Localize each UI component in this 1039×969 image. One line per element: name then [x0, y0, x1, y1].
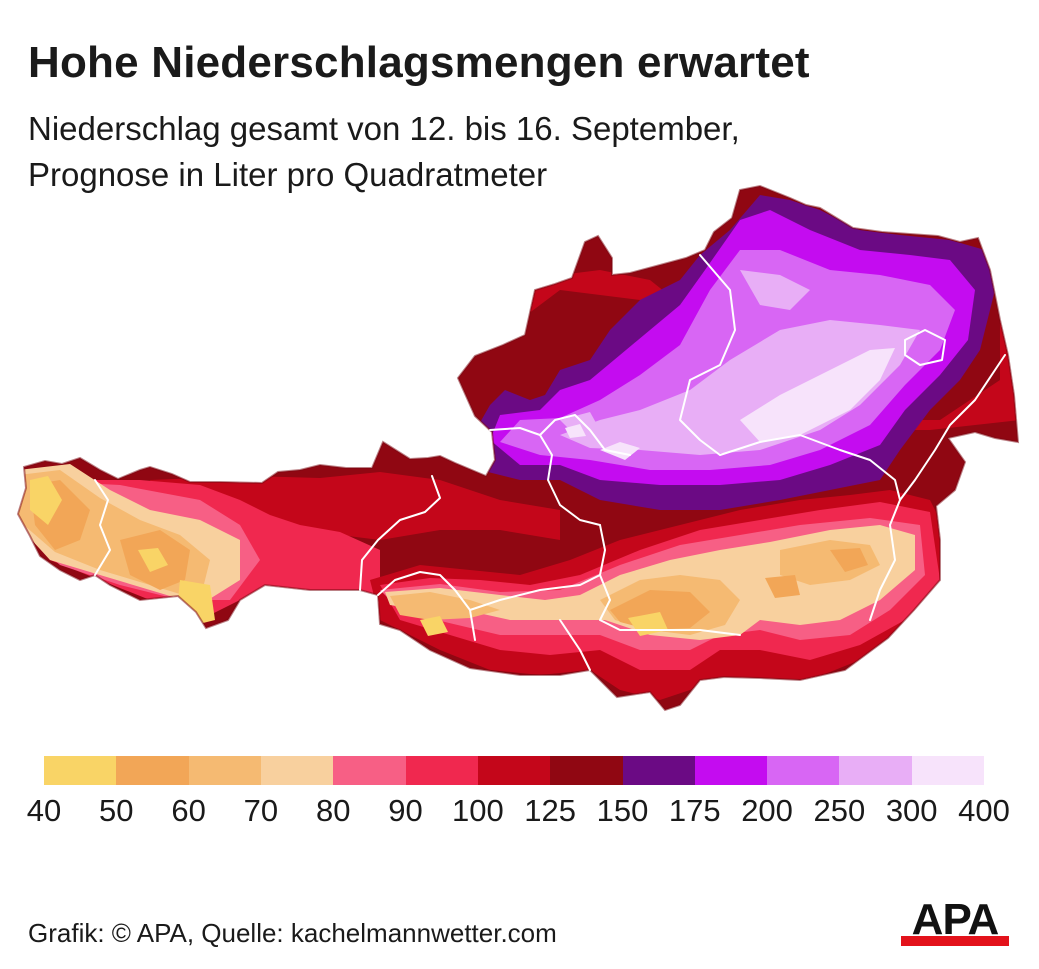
subtitle-line-2: Prognose in Liter pro Quadratmeter	[28, 156, 548, 193]
chart-title: Hohe Niederschlagsmengen erwartet	[28, 38, 810, 87]
legend-label: 80	[315, 793, 351, 828]
legend-label: 60	[171, 793, 206, 828]
legend-swatch	[405, 756, 478, 785]
legend-label: 125	[524, 793, 577, 828]
legend-label: 400	[958, 793, 1010, 828]
legend-label: 175	[668, 793, 721, 828]
legend-swatch	[911, 756, 985, 785]
legend-swatch	[44, 756, 117, 785]
state-borders	[94, 254, 1006, 671]
legend-swatch	[839, 756, 912, 785]
austria-precipitation-map	[17, 185, 1019, 711]
source-credit: Grafik: © APA, Quelle: kachelmannwetter.…	[28, 918, 557, 948]
logo-bar	[901, 936, 1009, 946]
apa-logo: APA	[901, 898, 1009, 946]
legend-swatch	[333, 756, 406, 785]
legend-swatch	[188, 756, 261, 785]
legend-label: 300	[885, 793, 938, 828]
legend-label: 100	[451, 793, 504, 828]
legend-label: 50	[99, 793, 134, 828]
legend-label: 250	[813, 793, 866, 828]
subtitle-line-1: Niederschlag gesamt von 12. bis 16. Sept…	[28, 110, 740, 147]
legend-swatch	[260, 756, 334, 785]
legend-label: 90	[388, 793, 423, 828]
legend-label: 150	[596, 793, 649, 828]
legend-swatch	[622, 756, 695, 785]
legend-swatch	[477, 756, 551, 785]
legend-label: 200	[741, 793, 793, 828]
legend-swatch	[116, 756, 189, 785]
legend-label: 70	[243, 793, 279, 828]
chart-subtitle: Niederschlag gesamt von 12. bis 16. Sept…	[28, 106, 740, 198]
legend-color-bar	[44, 756, 985, 785]
legend-label: 40	[26, 793, 62, 828]
legend-swatch	[694, 756, 768, 785]
legend-swatch	[767, 756, 840, 785]
legend-labels: 40 50 60 70 80 90 100 125 150 175 200 250 300 400	[0, 793, 1039, 833]
legend-swatch	[550, 756, 623, 785]
